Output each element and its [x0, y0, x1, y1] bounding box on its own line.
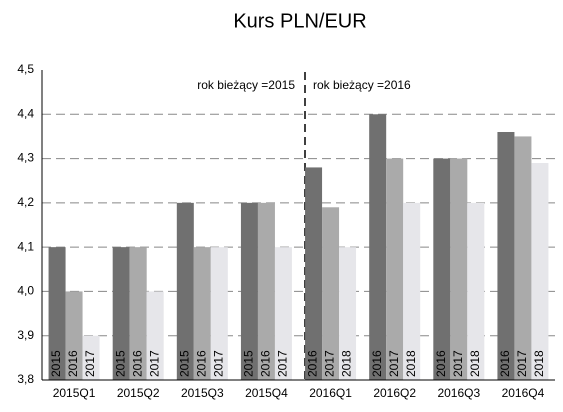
- bar: [65, 291, 83, 380]
- bar: [514, 136, 532, 380]
- bar-label: 2018: [468, 350, 482, 377]
- bar-label: 2017: [147, 350, 161, 377]
- bar: [322, 207, 340, 380]
- bar: [274, 247, 292, 380]
- bar-label: 2018: [532, 350, 546, 377]
- y-tick-label: 4,5: [17, 62, 34, 76]
- bar: [210, 247, 228, 380]
- y-tick-label: 4,3: [17, 151, 34, 165]
- bar-label: 2016: [306, 350, 320, 377]
- bar: [240, 202, 258, 380]
- annotation: rok bieżący =2016: [313, 78, 411, 92]
- bar: [339, 247, 357, 380]
- bar-label: 2017: [276, 350, 290, 377]
- y-tick-label: 3,9: [17, 328, 34, 342]
- bar-label: 2017: [515, 350, 529, 377]
- bar: [48, 247, 66, 380]
- x-tick-label: 2015Q1: [53, 386, 96, 400]
- bar-label: 2015: [242, 350, 256, 377]
- chart-title: Kurs PLN/EUR: [233, 10, 366, 32]
- bar-label: 2016: [370, 350, 384, 377]
- bar: [369, 114, 387, 381]
- bar-label: 2018: [404, 350, 418, 377]
- bar-label: 2016: [434, 350, 448, 377]
- bar-label: 2016: [194, 350, 208, 377]
- bar-label: 2017: [83, 350, 97, 377]
- x-tick-label: 2015Q3: [181, 386, 224, 400]
- x-tick-label: 2016Q3: [437, 386, 480, 400]
- x-tick-label: 2016Q4: [502, 386, 545, 400]
- y-tick-label: 4,0: [17, 284, 34, 298]
- x-tick-label: 2015Q2: [117, 386, 160, 400]
- bar: [146, 291, 164, 380]
- bar: [112, 247, 130, 380]
- bar: [467, 202, 485, 380]
- bar: [450, 158, 468, 380]
- bar-label: 2015: [49, 350, 63, 377]
- y-tick-label: 4,4: [17, 106, 34, 120]
- bar-label: 2017: [323, 350, 337, 377]
- bar: [433, 158, 451, 380]
- bar-label: 2018: [340, 350, 354, 377]
- bar: [386, 158, 404, 380]
- bar: [305, 167, 323, 380]
- y-tick-label: 3,8: [17, 372, 34, 386]
- bar-label: 2017: [387, 350, 401, 377]
- bar: [82, 335, 100, 380]
- bar: [193, 247, 211, 380]
- bar-label: 2015: [113, 350, 127, 377]
- bar: [403, 202, 421, 380]
- y-tick-label: 4,1: [17, 239, 34, 253]
- bar-label: 2015: [177, 350, 191, 377]
- annotation: rok bieżący =2015: [197, 78, 295, 92]
- x-tick-label: 2016Q1: [309, 386, 352, 400]
- bar-label: 2017: [451, 350, 465, 377]
- bar-label: 2016: [130, 350, 144, 377]
- bar: [257, 202, 275, 380]
- bar: [129, 247, 147, 380]
- x-tick-label: 2015Q4: [245, 386, 288, 400]
- bar-label: 2017: [211, 350, 225, 377]
- x-tick-label: 2016Q2: [373, 386, 416, 400]
- bar-label: 2016: [498, 350, 512, 377]
- bar-label: 2016: [66, 350, 80, 377]
- bar-label: 2016: [259, 350, 273, 377]
- bar: [531, 163, 549, 380]
- bar: [176, 202, 194, 380]
- bar: [497, 132, 515, 380]
- y-tick-label: 4,2: [17, 195, 34, 209]
